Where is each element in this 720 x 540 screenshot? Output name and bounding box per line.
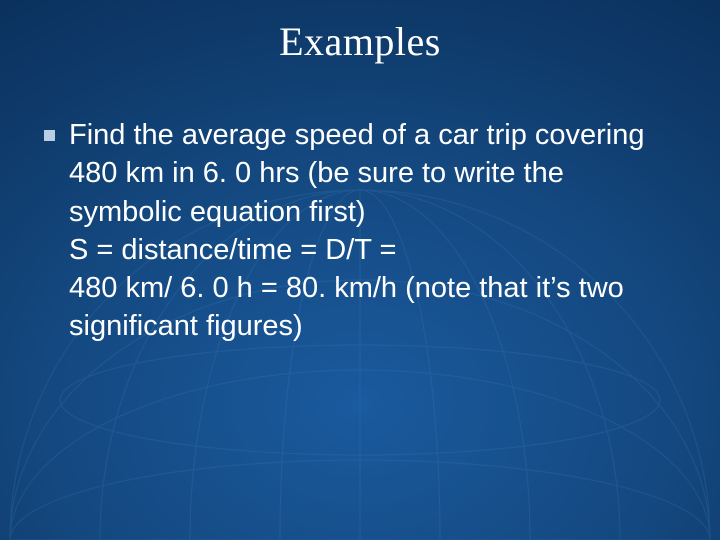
slide: Examples Find the average speed of a car… xyxy=(0,0,720,540)
bullet-text: Find the average speed of a car trip cov… xyxy=(69,116,680,231)
slide-body: Find the average speed of a car trip cov… xyxy=(44,116,680,346)
body-line-3: 480 km/ 6. 0 h = 80. km/h (note that it’… xyxy=(69,269,680,346)
square-bullet-icon xyxy=(44,130,55,141)
bullet-item: Find the average speed of a car trip cov… xyxy=(44,116,680,231)
body-line-2: S = distance/time = D/T = xyxy=(69,231,680,269)
slide-title: Examples xyxy=(0,18,720,65)
